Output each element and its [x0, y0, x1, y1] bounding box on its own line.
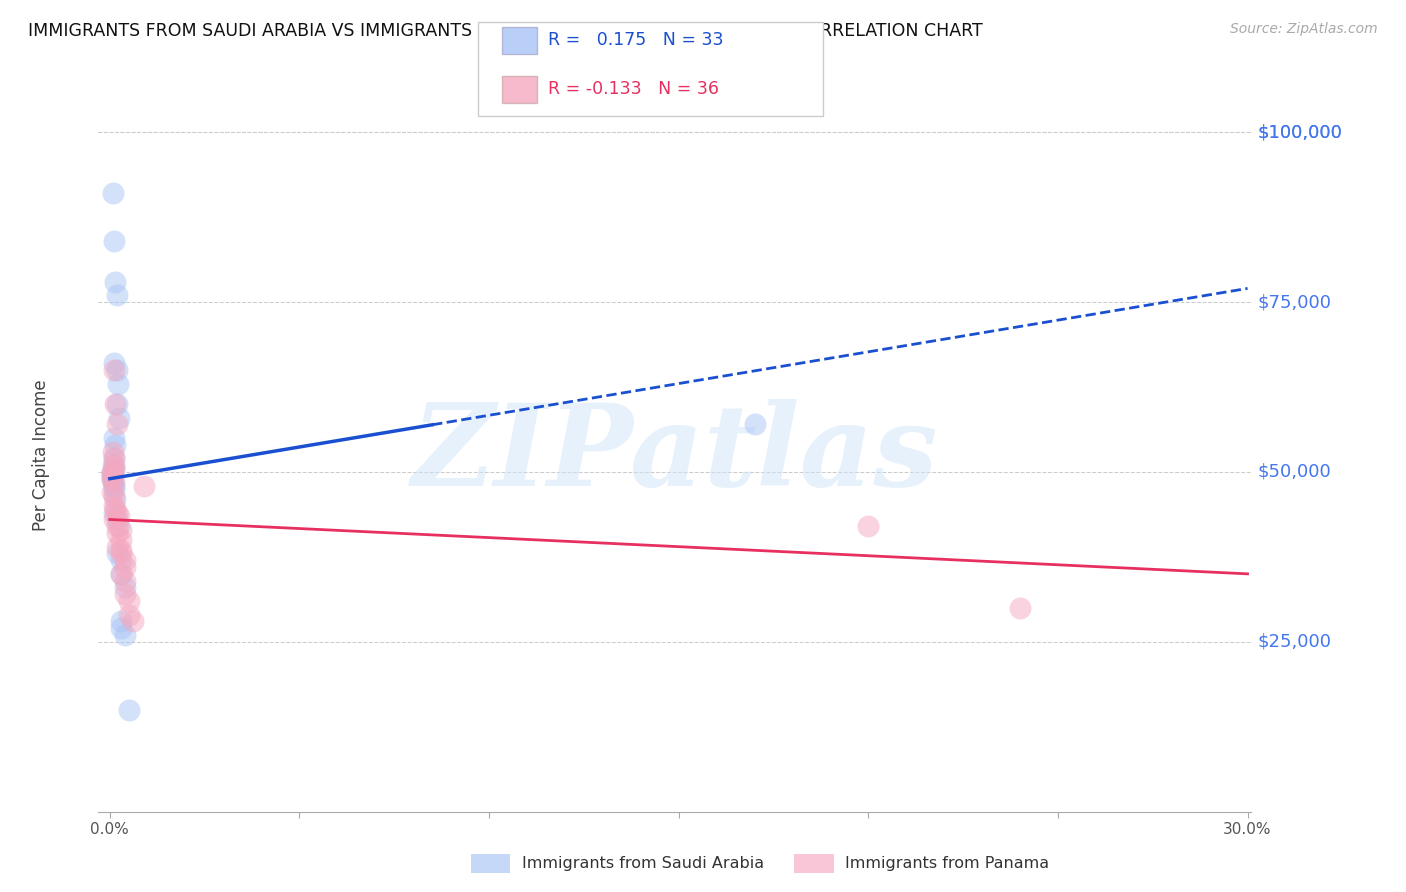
- Point: [103, 489, 125, 503]
- Point: [110, 615, 132, 629]
- Text: R = -0.133   N = 36: R = -0.133 N = 36: [548, 80, 720, 98]
- Point: [110, 621, 132, 635]
- Point: [104, 275, 127, 289]
- Text: Source: ZipAtlas.com: Source: ZipAtlas.com: [1230, 22, 1378, 37]
- Text: $50,000: $50,000: [1257, 463, 1331, 481]
- Text: IMMIGRANTS FROM SAUDI ARABIA VS IMMIGRANTS FROM PANAMA PER CAPITA INCOME CORRELA: IMMIGRANTS FROM SAUDI ARABIA VS IMMIGRAN…: [28, 22, 983, 40]
- Point: [101, 475, 124, 489]
- Text: Per Capita Income: Per Capita Income: [32, 379, 49, 531]
- Point: [103, 512, 125, 526]
- Point: [103, 482, 125, 496]
- Point: [103, 458, 125, 472]
- Text: ZIPatlas: ZIPatlas: [412, 400, 938, 510]
- Point: [101, 472, 124, 486]
- Point: [110, 533, 132, 547]
- Point: [101, 468, 124, 483]
- Point: [101, 444, 124, 458]
- Point: [105, 526, 128, 541]
- Point: [110, 566, 132, 581]
- Text: R =   0.175   N = 33: R = 0.175 N = 33: [548, 31, 724, 49]
- Point: [104, 397, 127, 411]
- Point: [114, 581, 136, 595]
- Point: [103, 506, 125, 520]
- Point: [110, 566, 132, 581]
- Point: [105, 363, 128, 377]
- Text: $75,000: $75,000: [1257, 293, 1331, 311]
- Point: [114, 587, 136, 601]
- Text: $100,000: $100,000: [1257, 123, 1341, 141]
- Point: [114, 553, 136, 567]
- Point: [107, 376, 129, 391]
- Text: Immigrants from Panama: Immigrants from Panama: [845, 856, 1049, 871]
- Point: [108, 410, 131, 425]
- Point: [110, 546, 132, 560]
- Point: [744, 417, 766, 432]
- Text: $25,000: $25,000: [1257, 632, 1331, 651]
- Point: [103, 461, 125, 475]
- Point: [103, 451, 125, 466]
- Point: [101, 458, 124, 472]
- Point: [110, 553, 132, 567]
- Point: [121, 615, 143, 629]
- Point: [858, 519, 880, 533]
- Point: [118, 703, 141, 717]
- Point: [101, 186, 124, 201]
- Point: [105, 288, 128, 302]
- Point: [100, 465, 122, 479]
- Point: [110, 543, 132, 558]
- Point: [114, 574, 136, 588]
- Point: [101, 485, 124, 500]
- Point: [101, 468, 124, 483]
- Point: [103, 234, 125, 248]
- Point: [108, 519, 131, 533]
- Point: [103, 431, 125, 445]
- Point: [108, 509, 131, 524]
- Point: [104, 502, 127, 516]
- Point: [105, 417, 128, 432]
- Point: [105, 506, 128, 520]
- Point: [132, 478, 155, 492]
- Point: [103, 499, 125, 513]
- Point: [103, 461, 125, 475]
- Point: [103, 363, 125, 377]
- Point: [1008, 600, 1031, 615]
- Point: [100, 465, 122, 479]
- Point: [114, 628, 136, 642]
- Point: [118, 594, 141, 608]
- Point: [118, 607, 141, 622]
- Point: [104, 492, 127, 507]
- Point: [105, 519, 128, 533]
- Point: [103, 451, 125, 466]
- Point: [105, 546, 128, 560]
- Point: [105, 397, 128, 411]
- Point: [103, 356, 125, 370]
- Point: [114, 560, 136, 574]
- Text: Immigrants from Saudi Arabia: Immigrants from Saudi Arabia: [522, 856, 763, 871]
- Point: [104, 438, 127, 452]
- Point: [103, 478, 125, 492]
- Point: [103, 475, 125, 489]
- Point: [101, 472, 124, 486]
- Point: [110, 523, 132, 537]
- Point: [105, 512, 128, 526]
- Text: $100,000: $100,000: [1257, 123, 1341, 141]
- Point: [105, 540, 128, 554]
